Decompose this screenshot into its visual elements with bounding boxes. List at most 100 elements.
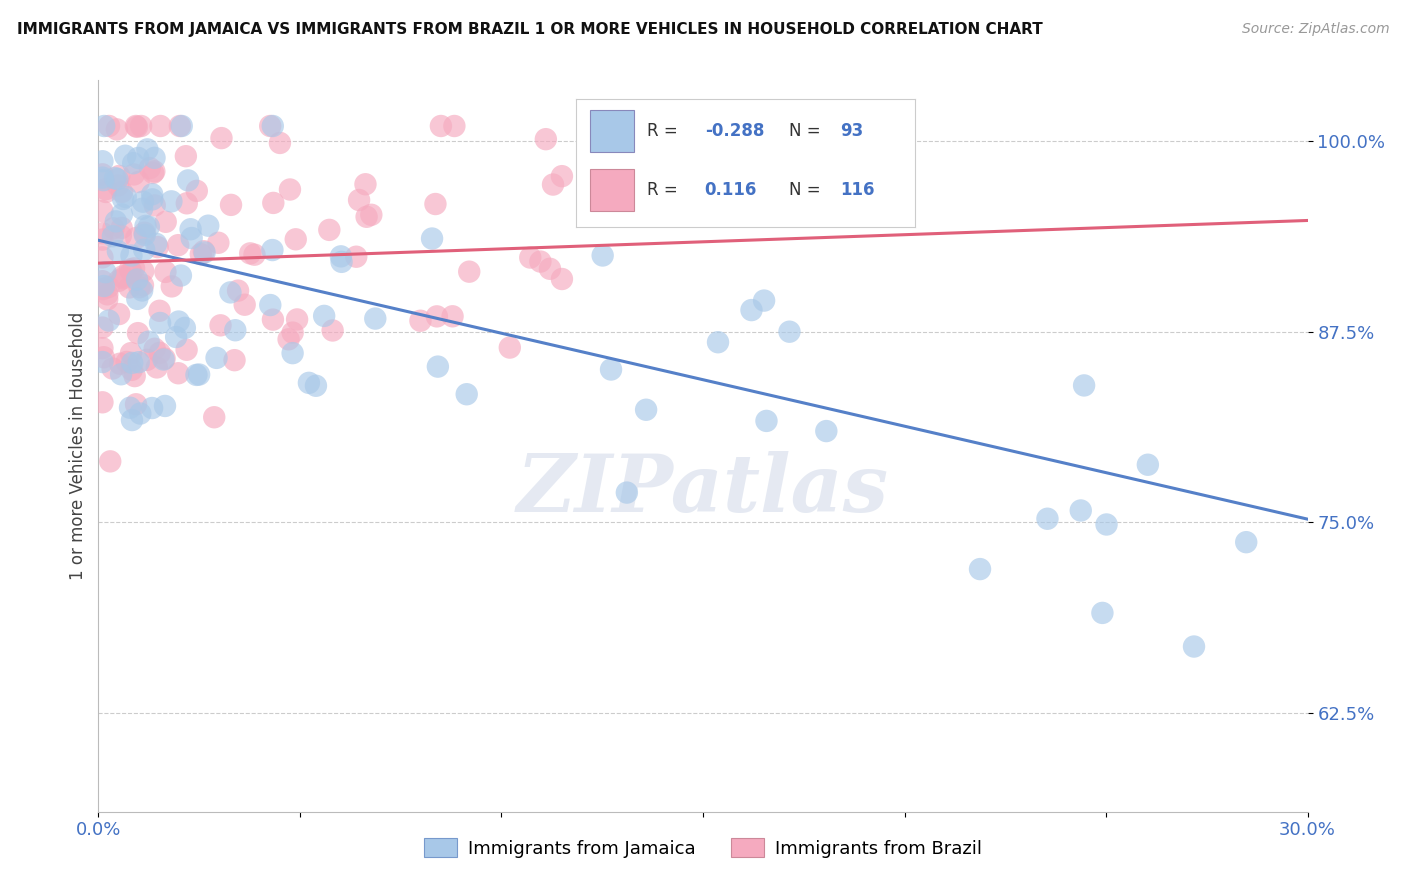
Point <box>592 248 614 262</box>
Point <box>152 352 174 367</box>
Point <box>600 362 623 376</box>
Point <box>91 320 114 334</box>
Point <box>138 219 160 234</box>
Point <box>111 185 134 199</box>
Point <box>551 272 574 286</box>
Point <box>105 122 128 136</box>
Point <box>136 352 159 367</box>
Text: IMMIGRANTS FROM JAMAICA VS IMMIGRANTS FROM BRAZIL 1 OR MORE VEHICLES IN HOUSEHOL: IMMIGRANTS FROM JAMAICA VS IMMIGRANTS FR… <box>17 22 1043 37</box>
Point <box>94 265 117 279</box>
Point <box>551 169 574 183</box>
Point <box>125 272 148 286</box>
Point <box>111 220 134 235</box>
Point <box>134 219 156 233</box>
Point <box>538 261 561 276</box>
Point <box>91 341 114 355</box>
Point <box>136 142 159 156</box>
Point <box>107 172 129 186</box>
Point <box>224 323 246 337</box>
Point <box>118 280 141 294</box>
Point <box>211 131 233 145</box>
Point <box>149 119 172 133</box>
Point <box>529 254 551 268</box>
Text: ZIPatlas: ZIPatlas <box>517 451 889 529</box>
Point <box>190 247 212 261</box>
Point <box>146 360 169 375</box>
Point <box>534 132 557 146</box>
Point <box>360 208 382 222</box>
Point <box>121 248 143 262</box>
Point <box>344 250 367 264</box>
Point <box>177 173 200 187</box>
Point <box>330 255 353 269</box>
Point <box>616 485 638 500</box>
Point <box>91 167 114 181</box>
Point <box>186 368 208 382</box>
Point <box>98 119 121 133</box>
Point <box>132 194 155 209</box>
Point <box>108 307 131 321</box>
Point <box>426 359 449 374</box>
Point <box>122 156 145 170</box>
Point <box>91 233 114 247</box>
Point <box>233 298 256 312</box>
Point <box>519 251 541 265</box>
Point <box>143 342 166 356</box>
Point <box>111 207 134 221</box>
Point <box>121 356 143 370</box>
Point <box>707 335 730 350</box>
Point <box>94 185 117 199</box>
Legend: Immigrants from Jamaica, Immigrants from Brazil: Immigrants from Jamaica, Immigrants from… <box>418 831 988 865</box>
Point <box>224 353 246 368</box>
Point <box>91 395 114 409</box>
Point <box>322 323 344 337</box>
Point <box>456 387 478 401</box>
Point <box>120 265 142 279</box>
Point <box>425 197 447 211</box>
Point <box>541 178 564 192</box>
Point <box>209 318 232 333</box>
Point <box>142 166 165 180</box>
Point <box>108 169 131 183</box>
Point <box>180 231 202 245</box>
Point <box>110 228 132 243</box>
Point <box>155 265 177 279</box>
Point <box>128 355 150 369</box>
Point <box>132 278 155 293</box>
Point <box>138 334 160 349</box>
Point <box>205 351 228 365</box>
Point <box>207 235 229 250</box>
Point <box>197 219 219 233</box>
Point <box>219 285 242 300</box>
Point <box>167 366 190 380</box>
Point <box>167 314 190 328</box>
Point <box>226 284 249 298</box>
Point <box>160 194 183 209</box>
Point <box>409 314 432 328</box>
Point <box>169 119 191 133</box>
Point <box>125 120 148 134</box>
Point <box>125 231 148 245</box>
Point <box>165 330 187 344</box>
Point <box>91 204 114 219</box>
Point <box>118 401 141 415</box>
Point <box>115 355 138 369</box>
Point <box>281 346 304 360</box>
Point <box>1136 458 1159 472</box>
Point <box>91 170 114 185</box>
Point <box>262 119 284 133</box>
Point <box>107 244 129 259</box>
Point <box>443 119 465 133</box>
Point <box>347 193 370 207</box>
Point <box>174 149 197 163</box>
Point <box>277 332 299 346</box>
Point <box>127 326 149 340</box>
Point <box>278 182 301 196</box>
Point <box>1095 517 1118 532</box>
Point <box>318 223 340 237</box>
Point <box>420 231 443 245</box>
Point <box>329 249 352 263</box>
Point <box>141 401 163 415</box>
Point <box>107 178 129 193</box>
Point <box>143 198 166 212</box>
